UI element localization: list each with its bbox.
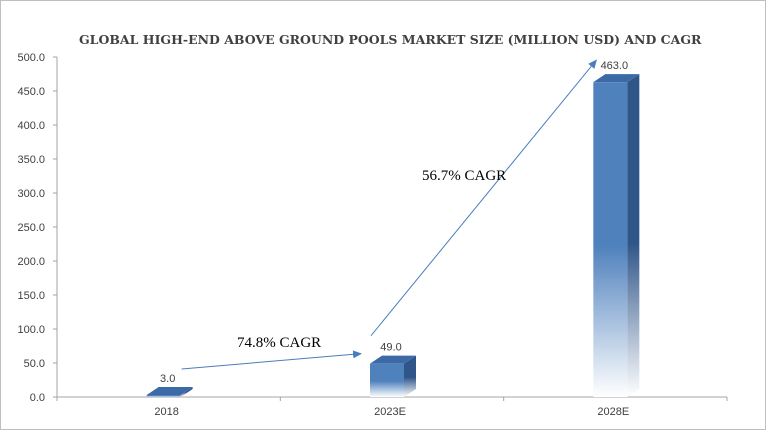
data-label: 49.0 <box>380 342 401 354</box>
bar <box>370 355 416 397</box>
data-label: 3.0 <box>160 373 175 385</box>
chart-title: GLOBAL HIGH-END ABOVE GROUND POOLS MARKE… <box>79 32 702 47</box>
bar-side <box>180 386 193 397</box>
bar-side <box>627 74 640 397</box>
chart-axes: 0.0 50.0 100.0 150.0 200.0 250.0 300.0 350.0 400… <box>17 52 728 418</box>
x-tick-label: 2028E <box>597 406 629 418</box>
chart-bars <box>146 74 640 397</box>
y-tick-label: 100.0 <box>17 324 45 336</box>
y-tick-label: 150.0 <box>17 290 45 302</box>
chart-data-labels: 3.0 49.0 463.0 <box>160 60 628 385</box>
cagr-label: 56.7% CAGR <box>422 168 506 184</box>
y-tick-label: 450.0 <box>17 86 45 98</box>
y-tick-label: 350.0 <box>17 154 45 166</box>
bar-front <box>370 363 404 397</box>
chart-annotations: 74.8% CAGR 56.7% CAGR <box>181 59 597 370</box>
x-tick-label: 2018 <box>154 406 178 418</box>
y-tick-label: 400.0 <box>17 120 45 132</box>
bar <box>146 386 193 397</box>
y-tick-label: 300.0 <box>17 188 45 200</box>
bar-top <box>593 74 640 83</box>
bar-front <box>593 82 628 397</box>
y-tick-label: 200.0 <box>17 256 45 268</box>
bar-side <box>404 355 416 397</box>
cagr-arrow <box>370 59 597 336</box>
bar-top <box>146 386 193 395</box>
y-tick-label: 250.0 <box>17 222 45 234</box>
data-label: 463.0 <box>601 60 629 72</box>
bar-front <box>146 394 181 397</box>
cagr-label: 74.8% CAGR <box>237 335 321 351</box>
y-tick-label: 50.0 <box>24 358 45 370</box>
x-tick-label: 2023E <box>374 406 406 418</box>
bar <box>593 74 640 397</box>
cagr-arrow <box>181 350 362 370</box>
bar-top <box>370 355 416 364</box>
y-tick-label: 500.0 <box>17 52 45 64</box>
y-tick-label: 0.0 <box>30 392 45 404</box>
